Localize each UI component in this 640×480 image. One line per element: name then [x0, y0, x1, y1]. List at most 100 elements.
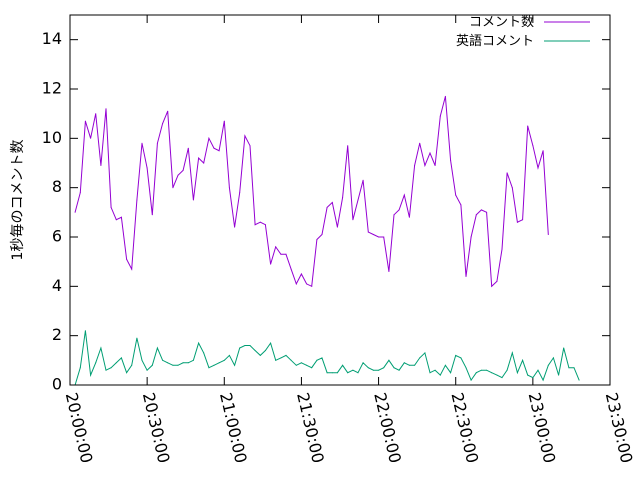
data-point	[198, 157, 200, 159]
data-point	[79, 192, 81, 194]
data-point	[398, 369, 400, 371]
data-point	[249, 345, 251, 346]
data-point	[285, 253, 287, 255]
data-point	[151, 364, 153, 366]
data-point	[506, 172, 508, 174]
data-point	[182, 169, 184, 171]
data-point	[167, 362, 169, 364]
data-point	[290, 359, 292, 361]
data-point	[259, 354, 261, 356]
data-point	[192, 199, 194, 201]
data-point	[527, 374, 529, 376]
data-point	[264, 350, 266, 351]
data-point	[378, 369, 380, 371]
y-tick-label: 8	[52, 177, 62, 196]
data-point	[223, 359, 225, 361]
data-point	[213, 364, 215, 366]
data-point	[516, 372, 518, 374]
data-point	[182, 362, 184, 364]
data-point	[141, 359, 143, 361]
data-point	[424, 352, 426, 354]
data-point	[198, 342, 200, 344]
data-point	[141, 142, 143, 144]
data-point	[131, 364, 133, 366]
data-point	[558, 374, 560, 376]
data-point	[408, 216, 410, 218]
y-tick-label: 10	[42, 128, 62, 147]
data-point	[244, 345, 246, 346]
data-point	[239, 192, 241, 194]
data-point	[131, 268, 133, 270]
data-point	[537, 369, 539, 371]
data-point	[249, 145, 251, 147]
data-point	[470, 236, 472, 238]
data-point	[280, 357, 282, 359]
data-point	[537, 167, 539, 169]
y-tick-label: 4	[52, 276, 62, 295]
data-point	[362, 179, 364, 181]
data-point	[84, 120, 86, 122]
data-point	[393, 214, 395, 216]
data-point	[234, 226, 236, 228]
data-point	[383, 236, 385, 238]
data-point	[388, 271, 390, 272]
data-point	[223, 120, 225, 122]
data-point	[388, 359, 390, 361]
data-point	[568, 367, 570, 369]
data-point	[496, 374, 498, 376]
x-tick-label: 23:30:00	[602, 391, 637, 465]
data-point	[408, 364, 410, 366]
legend: コメント数 英語コメント	[456, 15, 590, 49]
data-point	[367, 367, 369, 369]
data-point	[378, 236, 380, 238]
x-tick-label: 22:00:00	[370, 391, 405, 465]
data-point	[156, 142, 158, 144]
data-point	[234, 364, 236, 366]
data-point	[429, 372, 431, 374]
data-point	[79, 367, 81, 369]
data-point	[146, 167, 148, 169]
data-point	[414, 364, 416, 366]
data-point	[460, 357, 462, 359]
data-point	[465, 276, 467, 277]
data-point	[342, 364, 344, 366]
data-point	[254, 350, 256, 351]
data-point	[383, 367, 385, 369]
data-point	[228, 354, 230, 356]
data-point	[192, 359, 194, 361]
data-point	[187, 147, 189, 149]
data-point	[311, 285, 313, 287]
y-tick-label: 12	[42, 79, 62, 98]
x-tick-label: 20:30:00	[139, 391, 174, 465]
y-axis-title: 1秒毎のコメント数	[10, 140, 26, 261]
data-point	[213, 147, 215, 149]
data-point	[480, 369, 482, 371]
data-point	[491, 372, 493, 374]
data-point	[306, 283, 308, 285]
data-point	[105, 369, 107, 371]
data-point	[357, 372, 359, 374]
data-point	[295, 283, 297, 285]
data-point	[321, 357, 323, 359]
y-tick-labels: 0 2 4 6 8 10 12 14	[42, 29, 62, 393]
data-point	[398, 209, 400, 211]
data-point	[311, 367, 313, 369]
data-point	[522, 219, 524, 221]
data-point	[434, 165, 436, 166]
data-point	[501, 248, 503, 250]
data-point	[362, 362, 364, 364]
data-point	[357, 199, 359, 201]
x-tick-label: 22:30:00	[447, 391, 482, 465]
data-point	[563, 347, 565, 349]
data-point	[444, 95, 446, 97]
data-point	[511, 187, 513, 189]
data-point	[90, 374, 92, 376]
data-point	[486, 369, 488, 371]
data-point	[203, 162, 205, 164]
data-point	[156, 347, 158, 349]
data-point	[336, 226, 338, 228]
data-point	[444, 364, 446, 366]
plot-frame	[69, 14, 611, 386]
data-point	[342, 197, 344, 198]
